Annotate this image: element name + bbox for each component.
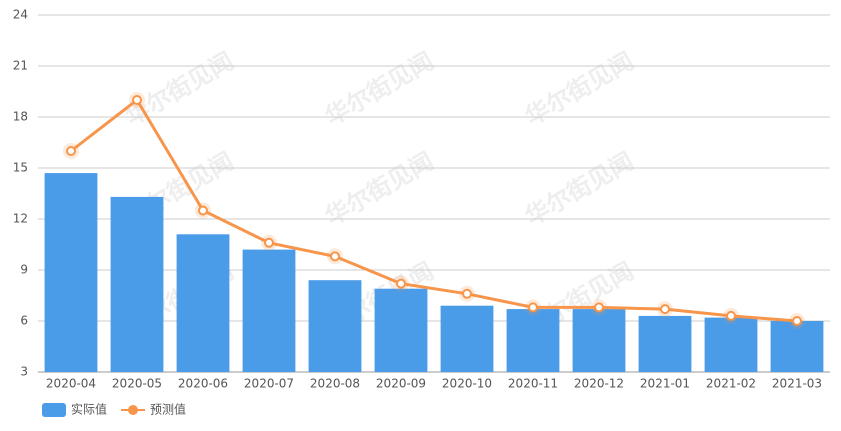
legend-swatch — [128, 405, 139, 415]
watermark: 华尔街见闻 — [121, 47, 239, 131]
y-tick-label: 24 — [13, 8, 28, 22]
y-tick-label: 15 — [13, 161, 28, 175]
line — [70, 97, 798, 323]
x-tick-label: 2021-03 — [772, 377, 822, 391]
point — [462, 288, 472, 299]
y-tick-label: 21 — [13, 59, 28, 73]
bar — [440, 305, 494, 372]
watermark: 华尔街见闻 — [521, 47, 639, 131]
bar — [572, 309, 626, 372]
bar — [308, 280, 362, 372]
x-tick-label: 2020-08 — [310, 377, 360, 391]
x-tick-label: 2020-05 — [112, 377, 162, 391]
bar — [110, 196, 164, 372]
x-tick-label: 2020-11 — [508, 377, 558, 391]
bar — [242, 249, 296, 372]
y-tick-label: 3 — [20, 365, 28, 379]
x-tick-label: 2020-07 — [244, 377, 294, 391]
legend-label: 实际值 — [71, 402, 107, 417]
point — [396, 278, 406, 289]
y-tick-label: 12 — [13, 212, 28, 226]
y-tick-label: 6 — [20, 314, 28, 328]
x-tick-label: 2020-06 — [178, 377, 228, 391]
point — [528, 302, 538, 313]
bar — [704, 317, 758, 372]
point — [198, 205, 208, 216]
watermark: 华尔街见闻 — [321, 47, 439, 131]
point — [792, 316, 802, 326]
bar — [44, 173, 98, 372]
bar — [176, 234, 230, 372]
legend-label: 预测值 — [150, 402, 186, 417]
x-tick-label: 2020-04 — [46, 377, 96, 391]
bar — [374, 288, 428, 372]
bar — [770, 321, 824, 372]
point — [132, 95, 142, 105]
legend-swatch — [42, 403, 66, 417]
y-tick-label: 9 — [20, 263, 28, 277]
point — [264, 237, 274, 248]
point — [726, 310, 736, 321]
x-tick-label: 2020-09 — [376, 377, 426, 391]
point — [330, 251, 340, 262]
x-tick-label: 2020-10 — [442, 377, 492, 391]
bar — [506, 309, 560, 372]
y-tick-label: 18 — [13, 110, 28, 124]
point — [66, 146, 76, 156]
point — [594, 302, 604, 313]
point — [660, 304, 670, 315]
x-tick-label: 2020-12 — [574, 377, 624, 391]
bar — [638, 315, 692, 372]
x-tick-label: 2021-02 — [706, 377, 756, 391]
x-tick-label: 2021-01 — [640, 377, 690, 391]
